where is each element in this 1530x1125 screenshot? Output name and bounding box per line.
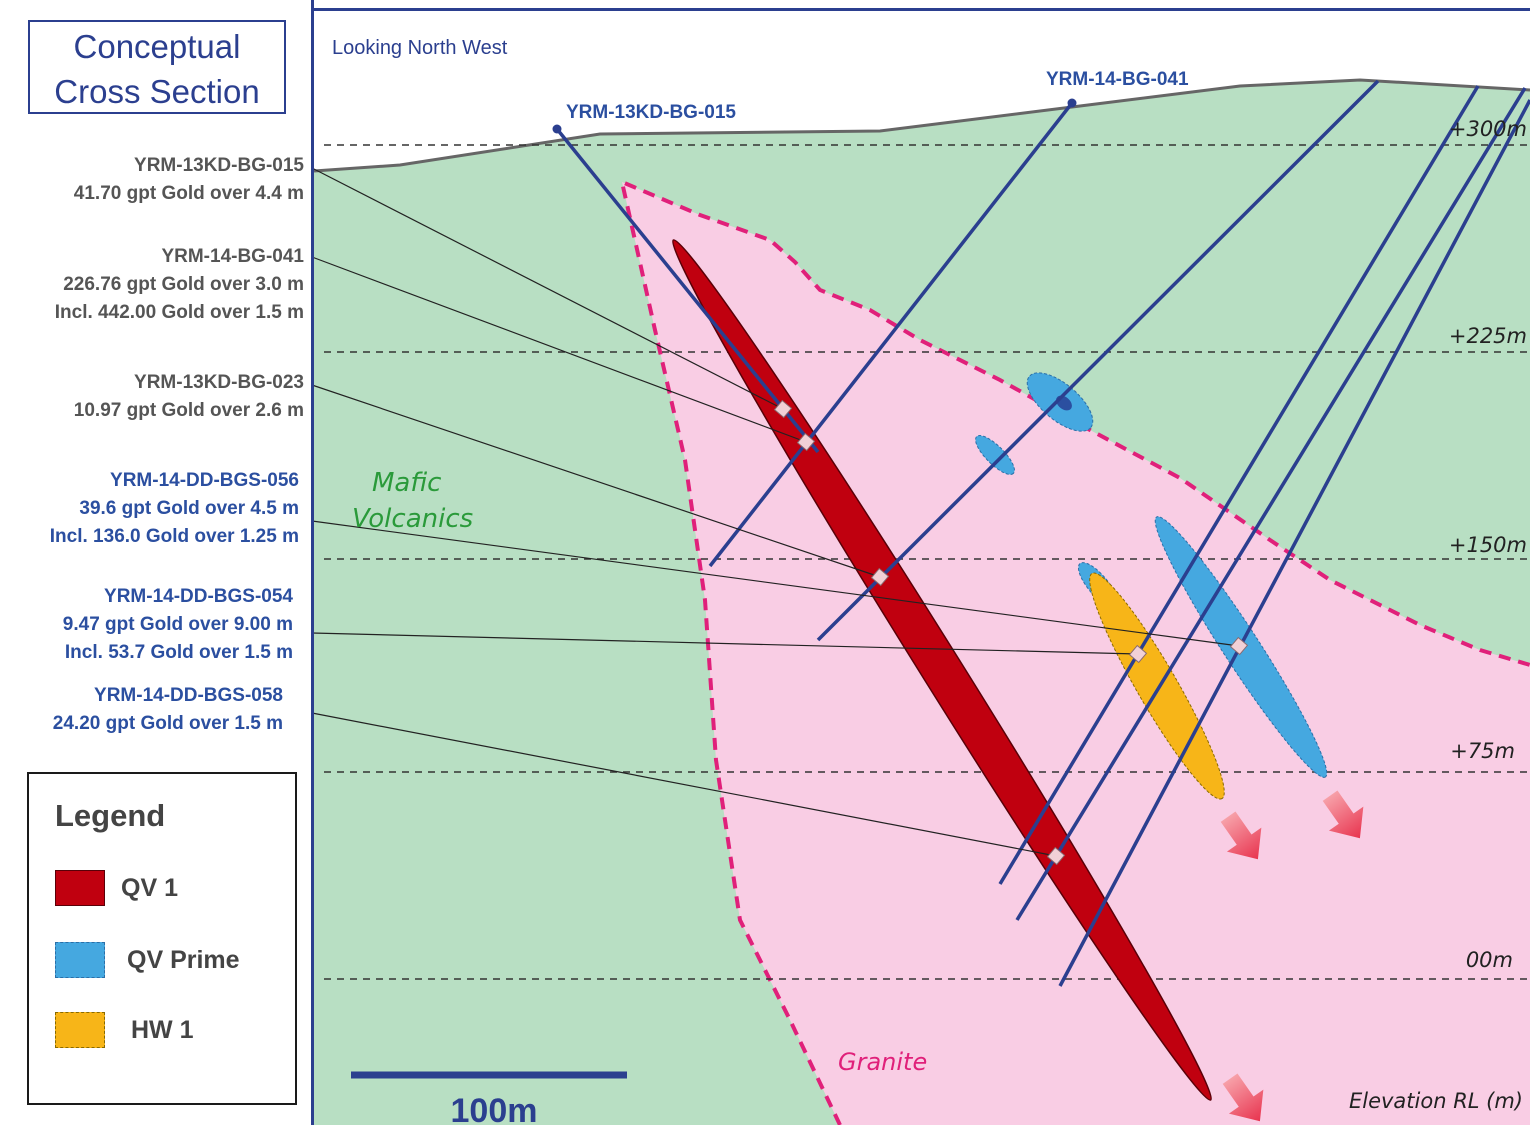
leader-4 — [311, 520, 1240, 647]
intercept-callout-2: YRM-14-BG-041 226.76 gpt Gold over 3.0 m… — [55, 243, 304, 327]
intercept-marker-5 — [1128, 644, 1148, 664]
leader-2 — [311, 256, 807, 443]
intercept-callout-1: YRM-13KD-BG-015 41.70 gpt Gold over 4.4 … — [74, 152, 304, 208]
legend-box: Legend QV 1 QV Prime HW 1 — [27, 772, 297, 1105]
drillhole-yrm-13kd-bg-015 — [555, 127, 820, 454]
qv1-vein — [672, 239, 1212, 1101]
legend-swatch-qv-prime — [55, 942, 105, 978]
intercept-grade: 9.47 gpt Gold over 9.00 m — [62, 614, 293, 635]
drillhole-4 — [998, 85, 1480, 885]
elevation-label-300: +300m — [1449, 117, 1527, 141]
collar-yrm-13kd-bg-015 — [552, 124, 562, 134]
legend-swatch-qv1 — [55, 870, 105, 906]
intercept-markers — [773, 399, 1249, 866]
callout-leaders — [311, 167, 1240, 857]
legend-title: Legend — [55, 798, 166, 833]
intercept-hole: YRM-14-DD-BGS-054 — [104, 586, 293, 607]
elevation-gridlines — [324, 144, 1530, 980]
granite-label: Granite — [838, 1048, 927, 1076]
granite-contact-line — [619, 178, 1530, 1125]
elevation-axis-label: Elevation RL (m) — [1349, 1089, 1523, 1113]
down-arrow-icon — [1220, 811, 1262, 860]
section-top-border — [311, 8, 1530, 11]
intercept-marker-6 — [1046, 846, 1066, 866]
intercept-callout-4: YRM-14-DD-BGS-056 39.6 gpt Gold over 4.5… — [50, 467, 299, 551]
mafic-label-line1: Mafic — [372, 468, 441, 498]
drillholes — [555, 79, 1530, 987]
view-direction-label: Looking North West — [332, 37, 508, 59]
legend-label: QV 1 — [121, 874, 178, 902]
leader-5 — [311, 632, 1139, 655]
qv-prime-lens-2 — [975, 435, 1015, 475]
intercept-marker-4 — [1229, 636, 1249, 656]
mafic-label-line2: Volcanics — [352, 504, 473, 534]
intercept-included: Incl. 136.0 Gold over 1.25 m — [49, 526, 299, 547]
intercept-hole: YRM-14-BG-041 — [161, 246, 304, 267]
intercept-grade: 39.6 gpt Gold over 4.5 m — [79, 498, 299, 519]
title-line-2: Cross Section — [54, 73, 260, 110]
legend-label: HW 1 — [131, 1016, 194, 1044]
intercept-grade: 10.97 gpt Gold over 2.6 m — [73, 400, 304, 421]
intercept-marker-3 — [870, 567, 890, 587]
intercept-marker-1 — [773, 399, 793, 419]
intercept-grade: 41.70 gpt Gold over 4.4 m — [73, 183, 304, 204]
intercept-hole: YRM-14-DD-BGS-056 — [110, 470, 299, 491]
legend-label: QV Prime — [127, 946, 240, 974]
down-arrow-icon — [1222, 1073, 1264, 1122]
intercept-grade: 24.20 gpt Gold over 1.5 m — [52, 713, 283, 734]
topography-line — [313, 78, 1530, 173]
leader-3 — [311, 384, 881, 578]
down-arrow-icon — [1322, 790, 1364, 839]
intercept-hole: YRM-13KD-BG-023 — [134, 372, 304, 393]
intercept-callout-5: YRM-14-DD-BGS-054 9.47 gpt Gold over 9.0… — [63, 583, 293, 667]
intercept-marker-2 — [796, 432, 816, 452]
legend-swatch-hw1 — [55, 1012, 105, 1048]
intercept-included: Incl. 53.7 Gold over 1.5 m — [64, 642, 293, 663]
intercept-callout-6: YRM-14-DD-BGS-058 24.20 gpt Gold over 1.… — [53, 682, 283, 738]
panel-divider — [311, 0, 314, 1125]
title-line-1: Conceptual — [73, 28, 241, 65]
leader-6 — [311, 712, 1057, 857]
intercept-grade: 226.76 gpt Gold over 3.0 m — [63, 274, 304, 295]
drillhole-label-2: YRM-14-BG-041 — [1046, 69, 1189, 90]
drillhole-yrm-14-bg-041 — [708, 101, 1074, 568]
drillhole-5 — [1015, 87, 1527, 921]
drillhole-3 — [816, 79, 1380, 642]
leader-1 — [311, 167, 784, 410]
elevation-label-00: 00m — [1466, 948, 1513, 972]
collar-yrm-14-bg-041 — [1067, 98, 1077, 108]
plunge-arrows — [1220, 790, 1364, 1122]
drillhole-label-1: YRM-13KD-BG-015 — [566, 102, 736, 123]
elevation-label-75: +75m — [1450, 739, 1515, 763]
drillhole-6 — [1058, 99, 1530, 987]
elevation-label-225: +225m — [1449, 324, 1527, 348]
scale-bar-label: 100m — [451, 1092, 538, 1125]
intercept-hole: YRM-13KD-BG-015 — [134, 155, 304, 176]
intercept-included: Incl. 442.00 Gold over 1.5 m — [54, 302, 304, 323]
elevation-label-150: +150m — [1449, 533, 1527, 557]
section-title-box: Conceptual Cross Section — [28, 20, 286, 114]
intercept-callout-3: YRM-13KD-BG-023 10.97 gpt Gold over 2.6 … — [74, 369, 304, 425]
intercept-hole: YRM-14-DD-BGS-058 — [94, 685, 283, 706]
granite-zone — [622, 182, 1530, 1125]
